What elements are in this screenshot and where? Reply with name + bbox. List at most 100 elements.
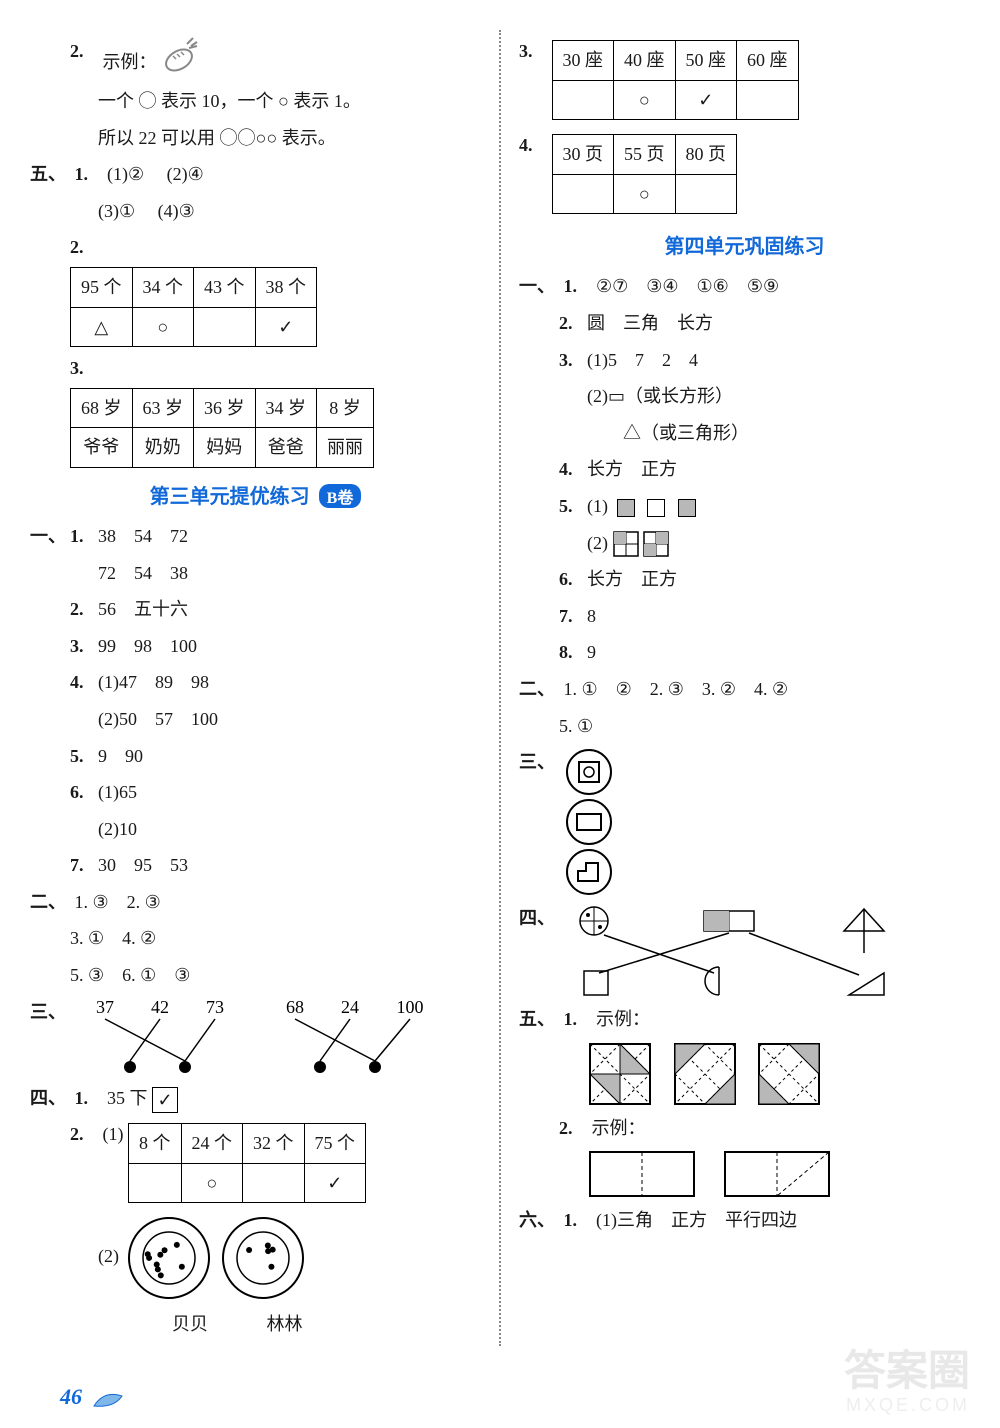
lin-label: 林林 (240, 1309, 330, 1340)
unit3-badge: B卷 (319, 484, 362, 508)
circle-step-icon (564, 847, 614, 897)
folded-square-icon (756, 1041, 822, 1107)
right-column: 3. 30 座40 座50 座60 座○✓ 4. 30 页55 页80 页○ 第… (509, 30, 980, 1346)
svg-text:100: 100 (396, 997, 423, 1017)
q2-l3: 所以 22 可以用 ◯◯○○ 表示。 (30, 123, 481, 154)
l-sec2-l1: 1. ③ 2. ③ (75, 892, 161, 912)
l-s4q2-p1: (1) (103, 1124, 124, 1144)
rs1q3b: (2)▭（或长方形） (519, 381, 970, 412)
grid2x2-icon (643, 531, 669, 557)
left-sec2: 二、 1. ③ 2. ③ (30, 887, 481, 918)
r-sec1-label: 一、 (519, 271, 559, 302)
s5q2-n: 2. (70, 232, 98, 263)
unit4-title: 第四单元巩固练习 (519, 230, 970, 259)
rs1q7: 7.8 (519, 601, 970, 632)
q2-l1: 示例： (103, 52, 157, 72)
r-sec4: 四、 (519, 903, 970, 998)
rect-split-icon (587, 1149, 697, 1199)
grid2x2-icon (613, 531, 639, 557)
r-sec5-q2: 2. 示例： (519, 1113, 970, 1144)
svg-text:42: 42 (151, 997, 169, 1017)
s5q2-table: 95 个34 个43 个38 个△○✓ (70, 267, 317, 347)
l-s4q2: 2. (1) 8 个24 个32 个75 个○✓ (30, 1119, 481, 1207)
r-sec5-rects (519, 1149, 970, 1199)
page-deco-icon (92, 1386, 128, 1414)
rs1q5: 5.(1) (519, 491, 970, 522)
rq3-table: 30 座40 座50 座60 座○✓ (552, 40, 799, 120)
svg-text:37: 37 (96, 997, 114, 1017)
circle-rect-icon (564, 797, 614, 847)
matching-diagram: 3742736824100 (75, 997, 445, 1077)
rs1q1n: 1. (564, 271, 592, 302)
left-top-q2: 2. 示例： (30, 36, 481, 80)
left-sec1: 一、1.38 54 7272 54 382.56 五十六3.99 98 1004… (30, 521, 481, 881)
s5q1d: (4)③ (158, 201, 195, 221)
svg-text:73: 73 (206, 997, 224, 1017)
rq3-n: 3. (519, 36, 547, 67)
l-sec2-l2: 3. ① 4. ② (30, 923, 481, 954)
l-sec4-label: 四、 (30, 1083, 70, 1114)
rq4-table: 30 页55 页80 页○ (552, 134, 738, 214)
s5q1-cd: (3)① (4)③ (30, 196, 481, 227)
square-icon (647, 499, 665, 517)
l-s4q1-t: 35 下 (107, 1088, 148, 1108)
svg-text:24: 24 (341, 997, 359, 1017)
s5q3: 3. 68 岁63 岁36 岁34 岁8 岁爷爷奶奶妈妈爸爸丽丽 (30, 353, 481, 468)
circle-square-icon (564, 747, 614, 797)
r-sec2-l2: 5. ① (519, 711, 970, 742)
l-s4q2-names: 贝贝 林林 (30, 1309, 481, 1340)
rq4-n: 4. (519, 130, 547, 161)
r-sec1: 一、 1. ②⑦ ③④ ①⑥ ⑤⑨ (519, 271, 970, 302)
l-s4q2-table: 8 个24 个32 个75 个○✓ (128, 1123, 366, 1203)
square-filled-icon (678, 499, 696, 517)
r-sec2: 二、 1. ① ② 2. ③ 3. ② 4. ② (519, 674, 970, 705)
s5q3-n: 3. (70, 353, 98, 384)
l-s4q2-n: 2. (70, 1119, 98, 1150)
column-divider (499, 30, 501, 1346)
unit3-title: 第三单元提优练习 B卷 (30, 480, 481, 509)
r-sec3: 三、 (519, 747, 970, 897)
s5q2: 2. 95 个34 个43 个38 个△○✓ (30, 232, 481, 347)
r-sec6: 六、 1. (1)三角 正方 平行四边 (519, 1205, 970, 1236)
l-s4q1-n: 1. (75, 1083, 103, 1114)
carrot-icon (161, 36, 205, 80)
s5q1a: (1)② (107, 164, 144, 184)
sec5-label: 五、 (30, 159, 70, 190)
rs1q3a: 3.(1)5 7 2 4 (519, 345, 970, 376)
l-s4q2-p2: (2) (30, 1213, 481, 1303)
q2-l2: 一个 ◯ 表示 10，一个 ○ 表示 1。 (30, 86, 481, 117)
left-column: 2. 示例： 一个 ◯ 表示 10，一个 ○ 表示 1。 所以 22 可以用 ◯… (20, 30, 491, 1346)
bei-label: 贝贝 (145, 1309, 235, 1340)
left-sec3: 三、 3742736824100 (30, 997, 481, 1077)
r-top-q4: 4. 30 页55 页80 页○ (519, 130, 970, 218)
s5q1b: (2)④ (167, 164, 204, 184)
square-filled-icon (617, 499, 635, 517)
r-sec5-squares (519, 1041, 970, 1107)
rs1q3c: △（或三角形） (519, 418, 970, 449)
s5q3-table: 68 岁63 岁36 岁34 岁8 岁爷爷奶奶妈妈爸爸丽丽 (70, 388, 374, 468)
s5q1-n: 1. (75, 159, 103, 190)
rect-diag-icon (722, 1149, 832, 1199)
rs1q8: 8.9 (519, 637, 970, 668)
l-sec2-label: 二、 (30, 887, 70, 918)
s5q1c: (3)① (98, 201, 135, 221)
r-top-q3: 3. 30 座40 座50 座60 座○✓ (519, 36, 970, 124)
sec5: 五、 1. (1)② (2)④ (30, 159, 481, 190)
rs1q6: 6.长方 正方 (519, 564, 970, 595)
folded-square-icon (672, 1041, 738, 1107)
shape-match-diagram (564, 903, 924, 998)
page-number: 46 (60, 1384, 82, 1410)
beibei-circle-icon (124, 1213, 214, 1303)
q2-num: 2. (70, 36, 98, 67)
linlin-circle-icon (218, 1213, 308, 1303)
l-sec3-label: 三、 (30, 997, 70, 1028)
rs1q1t: ②⑦ ③④ ①⑥ ⑤⑨ (596, 276, 779, 296)
l-s4q1-check: ✓ (152, 1087, 178, 1113)
unit3-title-text: 第三单元提优练习 (150, 486, 310, 508)
r-sec5: 五、 1. 示例： (519, 1004, 970, 1035)
rs1q4: 4.长方 正方 (519, 454, 970, 485)
page-root: 2. 示例： 一个 ◯ 表示 10，一个 ○ 表示 1。 所以 22 可以用 ◯… (0, 0, 1000, 1406)
rs1q5b: (2) (519, 528, 970, 559)
rs1q2: 2.圆 三角 长方 (519, 308, 970, 339)
folded-square-icon (587, 1041, 653, 1107)
